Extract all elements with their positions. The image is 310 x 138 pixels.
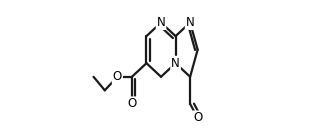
Text: O: O (127, 97, 136, 110)
Text: O: O (113, 70, 122, 83)
Text: N: N (157, 16, 166, 29)
Text: O: O (193, 111, 202, 124)
Text: N: N (186, 16, 194, 29)
Text: N: N (171, 57, 180, 70)
